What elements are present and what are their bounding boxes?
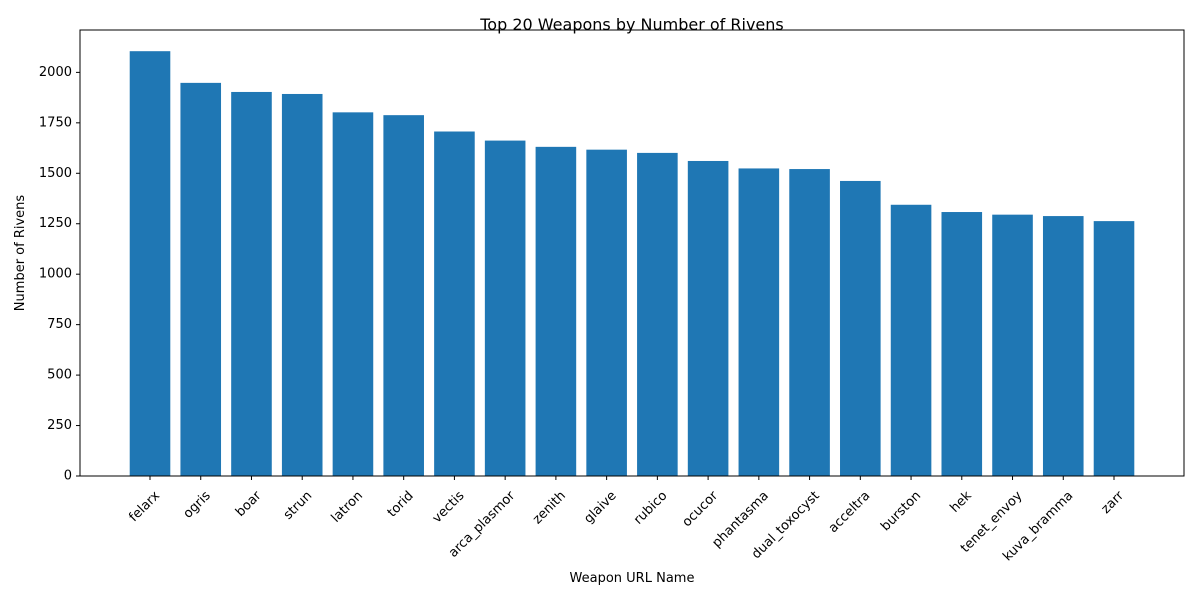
x-tick-label-burston: burston — [878, 488, 924, 534]
x-tick-label-torid: torid — [385, 488, 417, 520]
x-tick-label-glaive: glaive — [581, 488, 619, 526]
bar-kuva_bramma — [1042, 216, 1084, 476]
bar-rubico — [637, 152, 678, 476]
x-tick-label-vectis: vectis — [430, 488, 468, 526]
bar-glaive — [586, 149, 627, 477]
x-tick-label-zenith: zenith — [530, 488, 569, 527]
bar-strun — [281, 93, 323, 476]
bar-torid — [383, 115, 424, 476]
x-tick-label-rubico: rubico — [631, 488, 670, 527]
y-tick-label-1000: 1000 — [39, 267, 72, 282]
bar-tenet_envoy — [992, 214, 1033, 476]
y-tick-label-1500: 1500 — [39, 166, 72, 181]
y-axis-label: Number of Rivens — [13, 195, 28, 312]
bar-ocucor — [687, 160, 729, 476]
x-tick-label-acceltra: acceltra — [826, 488, 874, 536]
bar-acceltra — [840, 180, 881, 476]
x-axis-ticks: felarx ogris boar strun latron torid vectisarc… — [126, 476, 1128, 564]
plot-frame — [79, 29, 1185, 477]
x-tick-label-ocucor: ocucor — [680, 488, 722, 530]
bar-felarx — [129, 51, 171, 476]
chart-title: Top 20 Weapons by Number of Rivens — [479, 15, 784, 34]
bar-latron — [332, 112, 374, 476]
x-tick-label-ogris: ogris — [181, 488, 214, 521]
x-tick-label-hek: hek — [947, 488, 975, 516]
y-tick-label-2000: 2000 — [39, 65, 72, 80]
bar-zenith — [535, 146, 577, 476]
bar-arca_plasmor — [484, 140, 526, 476]
bar-boar — [231, 91, 272, 477]
bar-ogris — [180, 82, 222, 477]
x-axis-label: Weapon URL Name — [570, 571, 695, 586]
y-tick-label-750: 750 — [47, 317, 72, 332]
y-tick-label-500: 500 — [47, 368, 72, 383]
x-tick-label-felarx: felarx — [126, 488, 163, 525]
y-tick-label-250: 250 — [47, 418, 72, 433]
bars-group — [129, 51, 1135, 477]
y-tick-label-0: 0 — [64, 469, 72, 484]
bar-hek — [941, 212, 983, 476]
bar-phantasma — [738, 168, 780, 476]
bar-zarr — [1093, 221, 1135, 476]
x-tick-label-latron: latron — [329, 488, 366, 525]
y-axis-ticks: 0 250 500 750 1000 1250 1500 1750 2000 — [39, 65, 80, 484]
bar-burston — [890, 204, 932, 476]
y-tick-label-1250: 1250 — [39, 216, 72, 231]
x-tick-label-strun: strun — [281, 488, 315, 522]
x-tick-label-zarr: zarr — [1099, 488, 1128, 517]
bar-vectis — [434, 131, 475, 476]
x-tick-label-boar: boar — [233, 488, 265, 520]
bar-dual_toxocyst — [789, 169, 830, 477]
y-tick-label-1750: 1750 — [39, 115, 72, 130]
